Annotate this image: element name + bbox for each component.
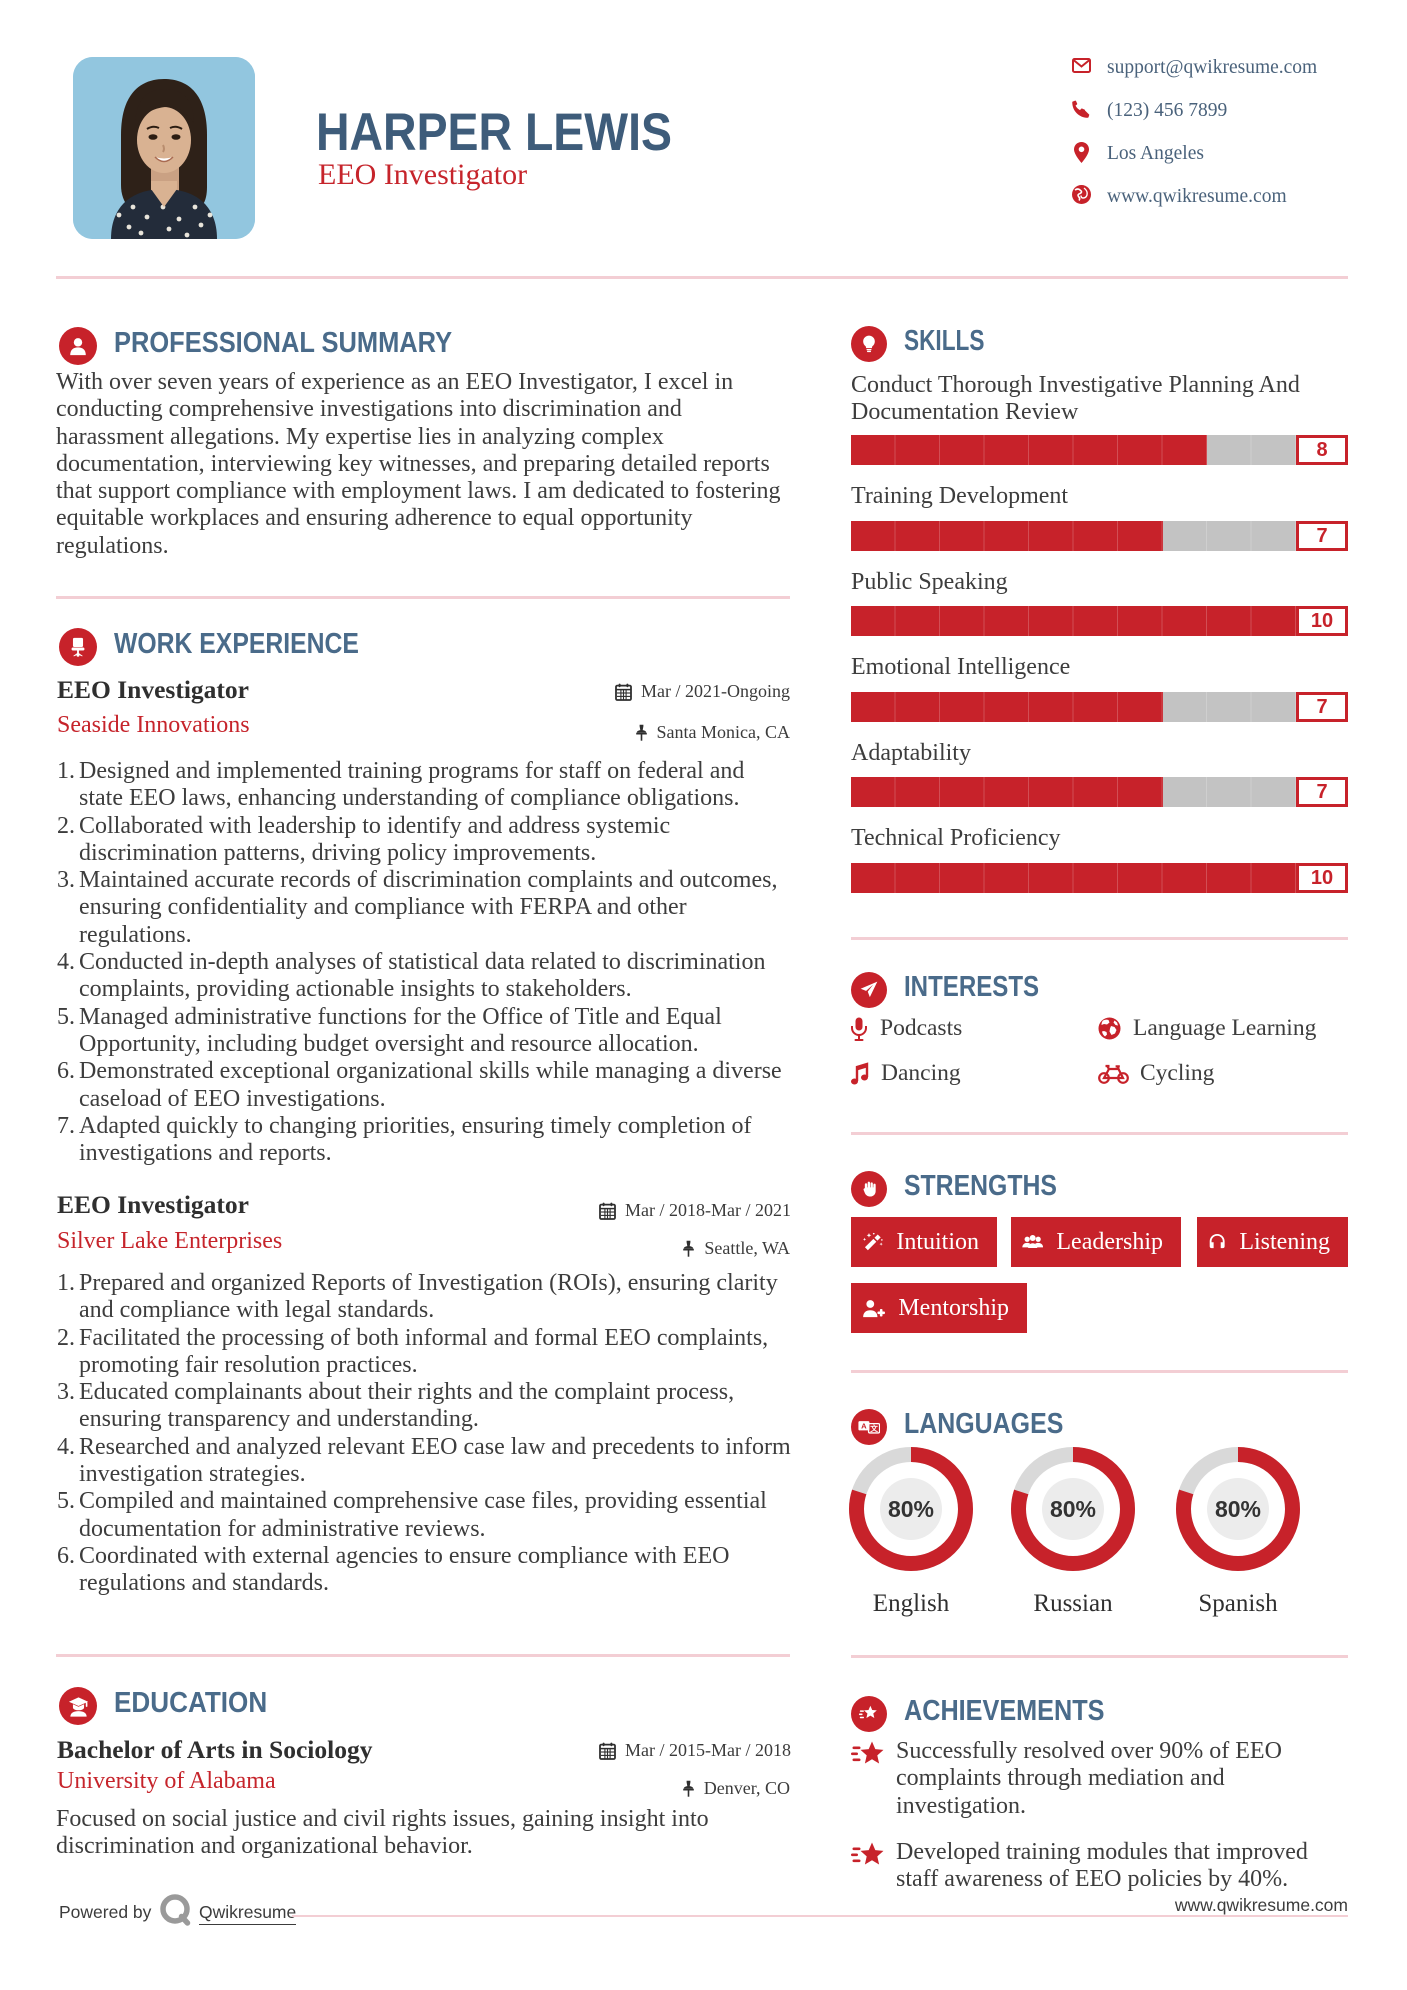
svg-text:文: 文 — [870, 1423, 878, 1433]
svg-text:80%: 80% — [1050, 1496, 1096, 1522]
svg-text:80%: 80% — [888, 1496, 934, 1522]
svg-text:80%: 80% — [1215, 1496, 1261, 1522]
svg-text:A: A — [861, 1422, 867, 1431]
